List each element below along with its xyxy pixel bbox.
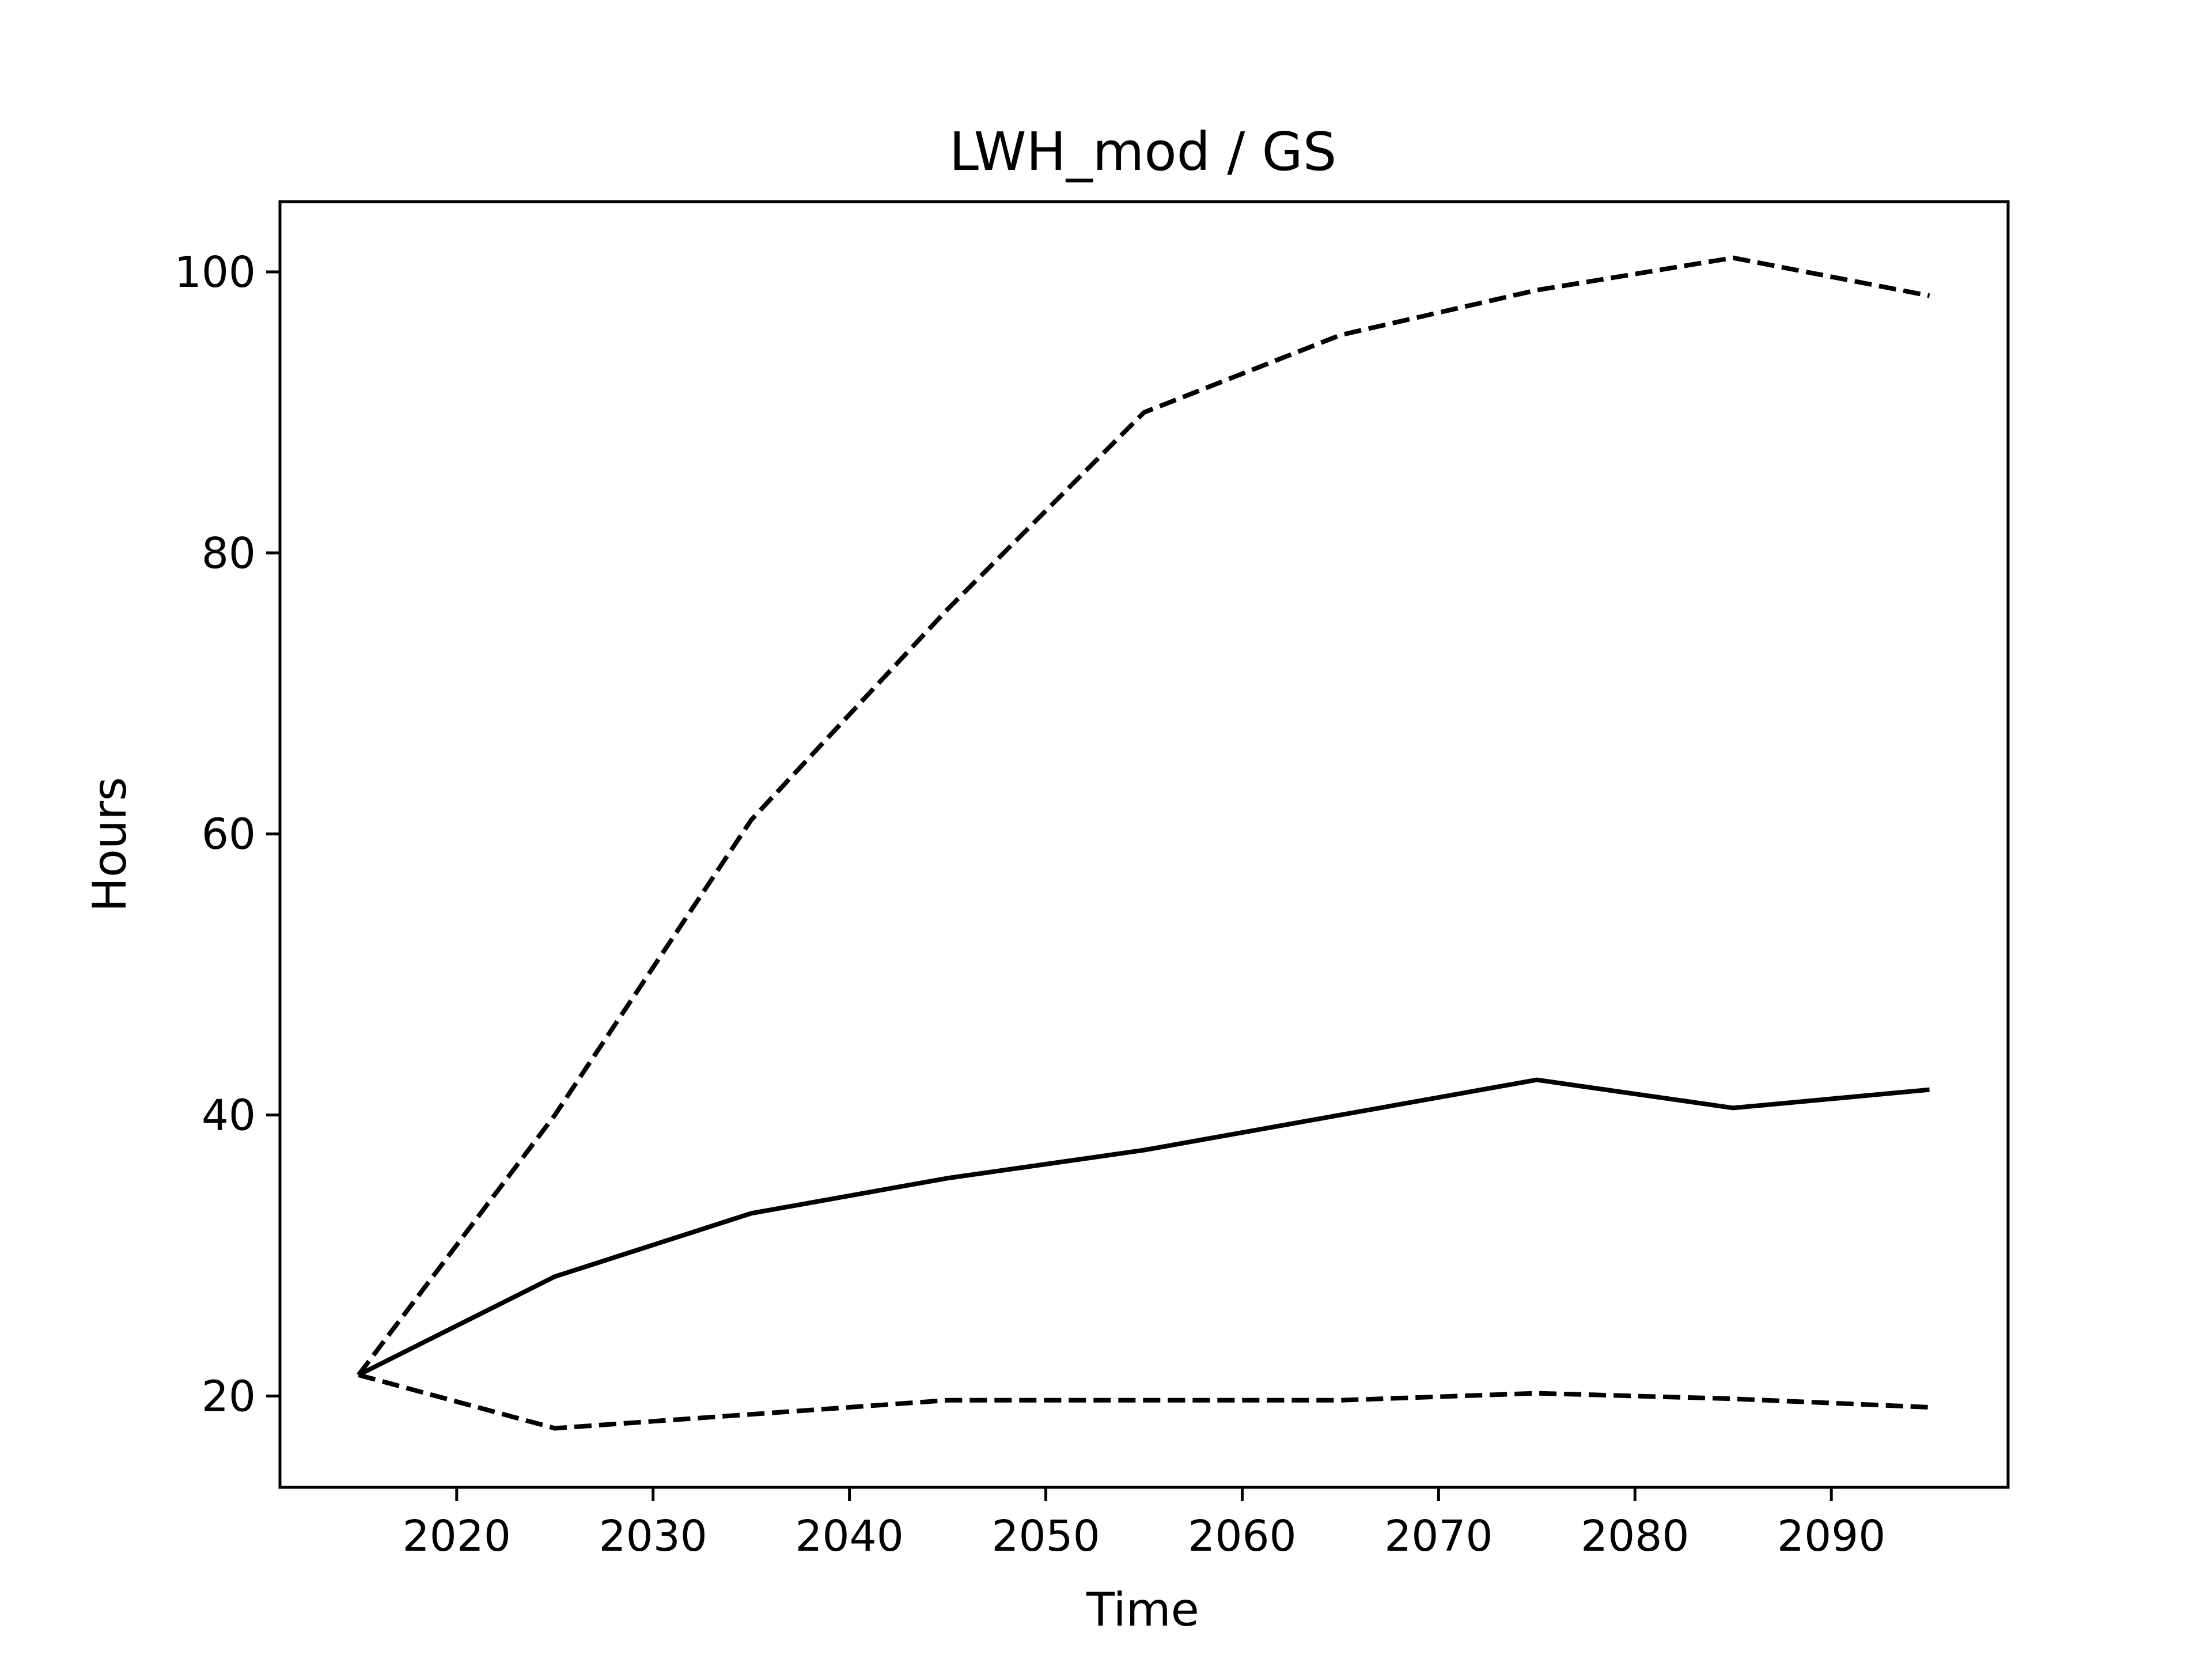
x-tick-label: 2070	[1384, 1512, 1493, 1561]
y-tick-label: 40	[202, 1091, 256, 1141]
y-tick-label: 20	[202, 1372, 256, 1421]
x-tick-label: 2020	[403, 1512, 511, 1561]
x-tick-label: 2060	[1188, 1512, 1296, 1561]
x-tick-label: 2050	[991, 1512, 1100, 1561]
x-tick-label: 2030	[599, 1512, 707, 1561]
y-axis: 20 40 60 80 100	[175, 248, 280, 1421]
x-axis: 2020 2030 2040 2050 2060 2070 2080 2090	[403, 1487, 1885, 1561]
x-tick-label: 2080	[1581, 1512, 1689, 1561]
x-tick-label: 2090	[1777, 1512, 1885, 1561]
x-tick-label: 2040	[795, 1512, 903, 1561]
plot-area-frame	[278, 200, 2010, 1489]
series-line-1	[357, 1077, 1930, 1377]
y-tick-label: 60	[202, 810, 256, 859]
series-line-3	[358, 1373, 1930, 1431]
series-layer	[357, 255, 1930, 1431]
y-tick-label: 80	[202, 529, 256, 578]
chart-title: LWH_mod / GS	[949, 121, 1336, 183]
series-line-2	[357, 255, 1930, 1377]
y-axis-label: Hours	[83, 777, 137, 912]
y-tick-label: 100	[175, 248, 256, 297]
x-axis-label: Time	[1086, 1583, 1199, 1637]
